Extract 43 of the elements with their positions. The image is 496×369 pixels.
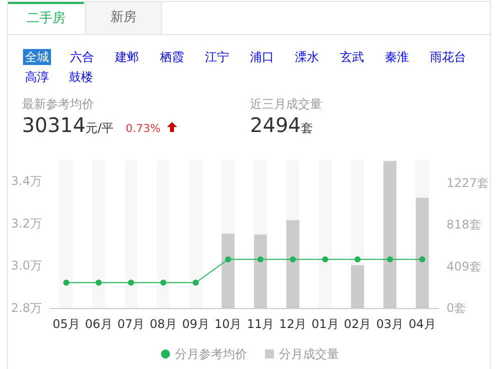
text: 六合 xyxy=(69,49,95,65)
text: 新房 xyxy=(85,2,162,34)
text: 元/平 xyxy=(86,121,114,135)
text: 玄武 xyxy=(339,49,365,65)
y-tick-label: 3.0万 xyxy=(10,258,42,273)
legend-label: 分月成交量 xyxy=(279,347,339,361)
x-tick-label: 05月 xyxy=(52,317,80,331)
x-tick-label: 09月 xyxy=(182,317,210,331)
text: 最新参考均价 xyxy=(22,96,94,113)
y2-tick-label: 0套 xyxy=(446,301,466,315)
y2-tick-label: 1227套 xyxy=(446,176,490,190)
text: 0.73% xyxy=(126,122,161,135)
x-tick-label: 12月 xyxy=(279,317,306,331)
x-tick-label: 07月 xyxy=(117,317,145,331)
text: 建邺 xyxy=(114,49,140,65)
legend-label: 分月参考均价 xyxy=(175,347,247,361)
x-tick-label: 08月 xyxy=(150,317,177,331)
text: 近三月成交量 xyxy=(250,96,322,113)
text: 二手房 xyxy=(8,2,84,33)
x-tick-label: 03月 xyxy=(376,317,404,331)
text: 浦口 xyxy=(249,49,275,65)
x-tick-label: 06月 xyxy=(84,317,112,331)
text: 套 xyxy=(300,121,313,135)
x-tick-label: 11月 xyxy=(246,317,274,331)
y-tick-label: 3.4万 xyxy=(10,174,42,188)
text: 江宁 xyxy=(204,49,230,65)
x-tick-label: 01月 xyxy=(312,317,339,331)
y-tick-label: 3.2万 xyxy=(10,216,42,230)
text: 2494 xyxy=(250,113,301,137)
x-tick-label: 02月 xyxy=(344,317,372,331)
text: 30314 xyxy=(22,113,86,137)
text: 鼓楼 xyxy=(68,69,94,85)
text: 秦淮 xyxy=(384,49,410,65)
x-tick-label: 10月 xyxy=(214,317,242,331)
text: 溧水 xyxy=(294,49,320,65)
text: 高淳 xyxy=(24,69,50,85)
text: 栖霞 xyxy=(159,49,185,65)
y2-tick-label: 818套 xyxy=(446,218,482,232)
text: 全城 xyxy=(23,49,51,65)
y-tick-label: 2.8万 xyxy=(10,301,42,315)
x-tick-label: 04月 xyxy=(408,317,436,331)
text: 雨花台 xyxy=(429,49,467,65)
y2-tick-label: 409套 xyxy=(446,259,482,274)
